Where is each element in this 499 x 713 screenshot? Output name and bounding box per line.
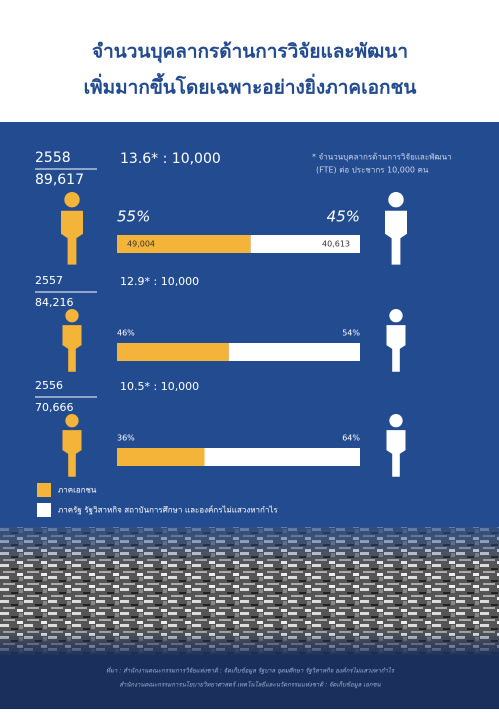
- total: 70,666: [35, 401, 74, 414]
- bar-public: [228, 343, 360, 361]
- source: ที่มา : สำนักงานคณะกรรมการวิจัยแห่งชาติ …: [106, 666, 395, 675]
- private-percent: 46%: [117, 329, 135, 338]
- note: (FTE) ต่อ ประชากร 10,000 คน: [316, 166, 429, 175]
- ratio: 10.5* : 10,000: [120, 380, 199, 393]
- ratio: 13.6* : 10,000: [120, 151, 221, 167]
- bar-private: [117, 343, 229, 361]
- ratio: 12.9* : 10,000: [120, 275, 199, 288]
- person-icon: [385, 210, 407, 265]
- public-percent: 45%: [327, 208, 360, 226]
- person-icon: [62, 325, 82, 372]
- legend-label: ภาคเอกชน: [58, 486, 97, 495]
- title: จำนวนบุคลากรด้านการวิจัยและพัฒนา: [92, 41, 408, 64]
- public-count: 40,613: [322, 240, 350, 249]
- public-percent: 54%: [342, 329, 360, 338]
- legend-swatch: [37, 503, 51, 517]
- source: สำนักงานคณะกรรมการนโยบายวิทยาศาสตร์ เทคโ…: [119, 681, 381, 689]
- year: 2558: [35, 150, 71, 166]
- person-icon: [389, 414, 403, 428]
- total: 84,216: [35, 296, 74, 309]
- person-icon: [388, 192, 404, 208]
- year: 2556: [35, 379, 63, 392]
- public-percent: 64%: [342, 434, 360, 443]
- note: * จำนวนบุคลากรด้านการวิจัยและพัฒนา: [312, 153, 452, 162]
- private-count: 49,004: [127, 240, 155, 249]
- bar-public: [204, 448, 360, 466]
- person-icon: [65, 309, 79, 323]
- legend-label: ภาครัฐ รัฐวิสาหกิจ สถาบันการศึกษา และองค…: [58, 505, 278, 515]
- person-icon: [386, 430, 406, 477]
- person-icon: [64, 192, 80, 208]
- private-percent: 36%: [117, 434, 135, 443]
- year: 2557: [35, 274, 63, 287]
- total: 89,617: [35, 172, 84, 188]
- photo-overlay: [0, 527, 499, 655]
- person-icon: [62, 430, 82, 477]
- title: เพิ่มมากขึ้นโดยเฉพาะอย่างยิ่งภาคเอกชน: [84, 73, 417, 99]
- bar-public: [250, 235, 360, 253]
- bar-private: [117, 235, 251, 253]
- person-icon: [65, 414, 79, 428]
- person-icon: [389, 309, 403, 323]
- person-icon: [386, 325, 406, 372]
- footer: [0, 655, 499, 709]
- legend-swatch: [37, 483, 51, 497]
- private-percent: 55%: [117, 208, 150, 226]
- person-icon: [61, 210, 83, 265]
- bar-private: [117, 448, 205, 466]
